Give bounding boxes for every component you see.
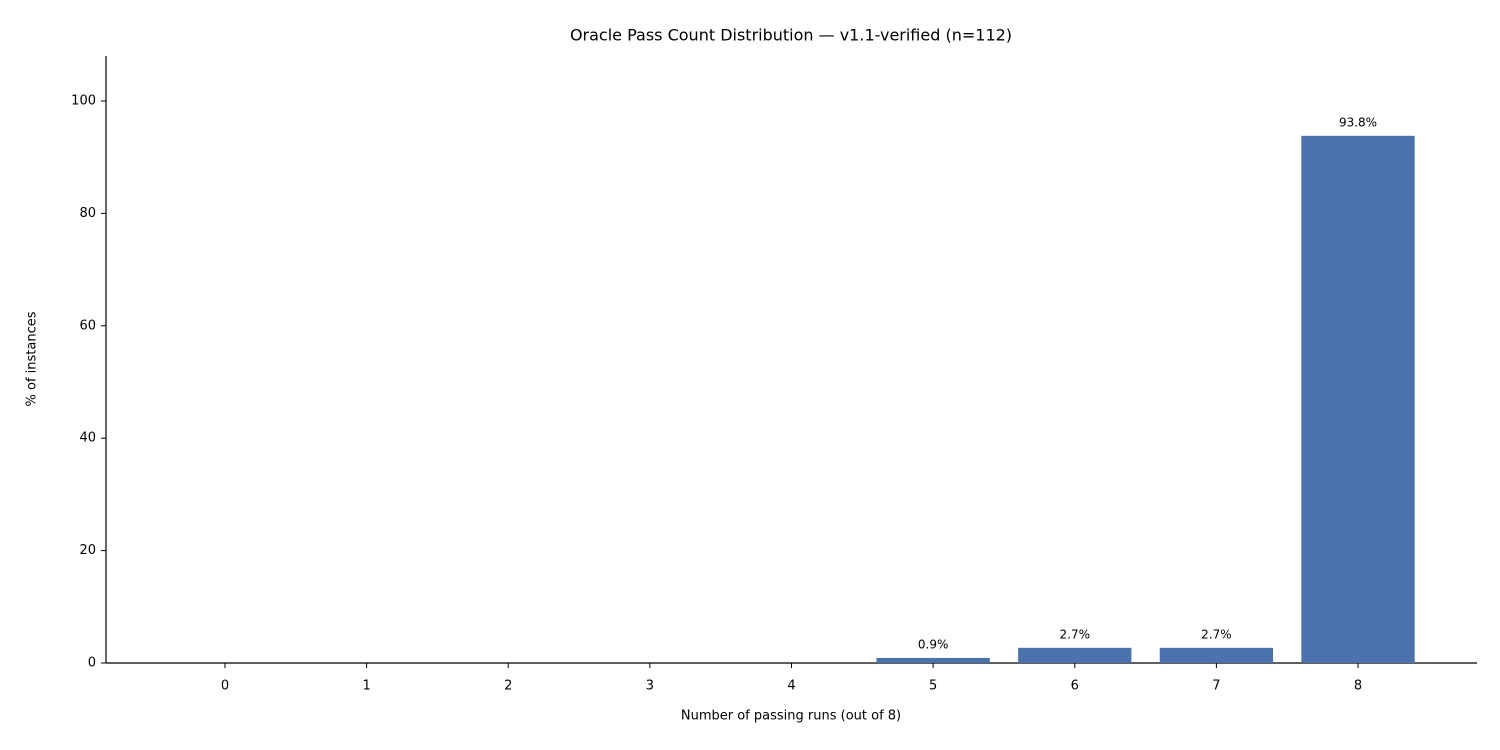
bar bbox=[1018, 647, 1132, 663]
bar bbox=[1159, 647, 1274, 663]
x-tick-label: 4 bbox=[787, 679, 795, 694]
y-axis-label: % of instances bbox=[25, 311, 40, 406]
x-axis-label: Number of passing runs (out of 8) bbox=[681, 709, 901, 724]
y-tick-label: 20 bbox=[79, 543, 96, 558]
x-tick-label: 0 bbox=[221, 679, 229, 694]
y-tick-label: 0 bbox=[88, 656, 96, 671]
value-label: 2.7% bbox=[1201, 627, 1232, 641]
bar bbox=[876, 657, 990, 663]
chart-title: Oracle Pass Count Distribution — v1.1-ve… bbox=[570, 26, 1012, 45]
y-tick-label: 40 bbox=[79, 431, 96, 446]
x-tick-label: 5 bbox=[929, 679, 937, 694]
x-tick-label: 3 bbox=[646, 679, 654, 694]
value-label: 93.8% bbox=[1339, 115, 1377, 129]
x-tick-label: 6 bbox=[1071, 679, 1079, 694]
x-tick-label: 1 bbox=[362, 679, 370, 694]
y-tick-label: 60 bbox=[79, 318, 96, 333]
x-tick-label: 7 bbox=[1212, 679, 1220, 694]
bar bbox=[1301, 135, 1415, 663]
value-label: 2.7% bbox=[1060, 627, 1091, 641]
y-tick-label: 80 bbox=[79, 206, 96, 221]
y-tick-label: 100 bbox=[71, 93, 96, 108]
x-tick-label: 2 bbox=[504, 679, 512, 694]
value-label: 0.9% bbox=[918, 637, 949, 651]
x-tick-label: 8 bbox=[1354, 679, 1362, 694]
